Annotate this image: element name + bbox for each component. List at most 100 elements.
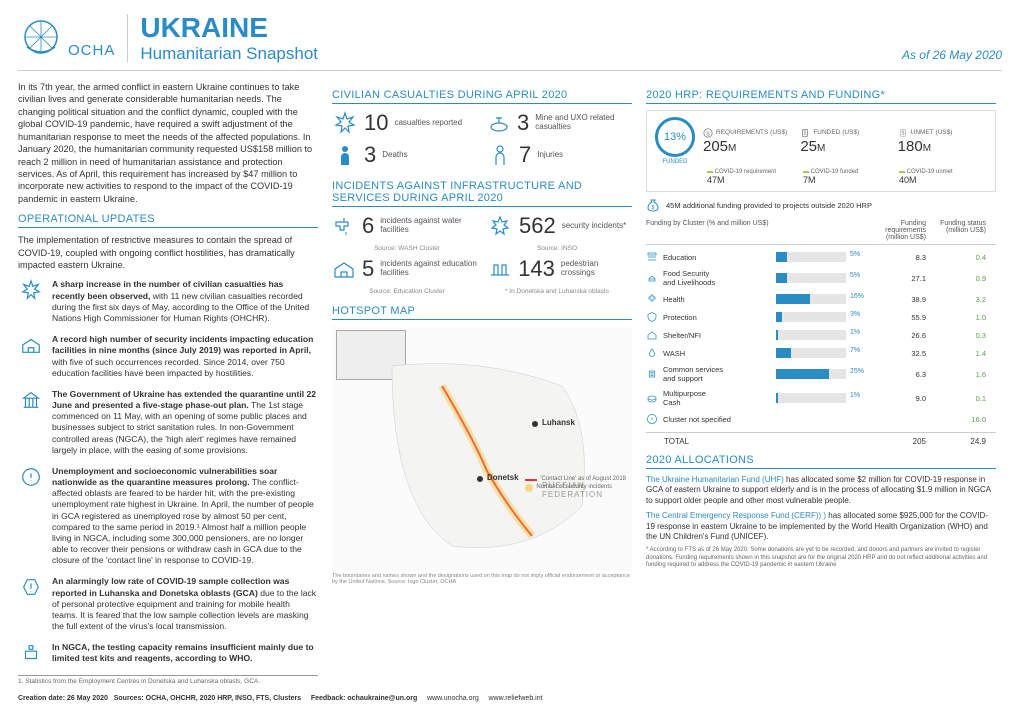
cluster-row: Cluster not specified16.0 — [646, 410, 996, 428]
cluster-status: 0.3 — [926, 331, 986, 340]
stat-label: pedestrian crossings — [561, 260, 632, 278]
cluster-row: Multipurpose Cash1%9.00.1 — [646, 386, 996, 410]
money-bag-icon: $ — [646, 198, 660, 212]
cluster-status: 1.4 — [926, 349, 986, 358]
cluster-name: Shelter/NFI — [663, 331, 701, 340]
school-icon — [332, 257, 356, 281]
bullet-icon — [18, 389, 44, 456]
svg-text:$: $ — [804, 130, 807, 136]
as-of-date: As of 26 May 2020 — [902, 48, 1002, 62]
operational-updates-heading: OPERATIONAL UPDATES — [18, 213, 318, 228]
incidents-heading: INCIDENTS AGAINST INFRASTRUCTURE AND SER… — [332, 180, 632, 207]
covid-sub-label: COVID-19 funded — [811, 169, 859, 175]
fund-requirements: $REQUIREMENTS (US$) 205M — [703, 128, 792, 155]
cluster-icon — [646, 311, 658, 323]
stat-casualties-reported: 10 casualties reported — [332, 110, 477, 136]
cluster-name: Multipurpose Cash — [663, 389, 706, 407]
intro-text: In its 7th year, the armed conflict in e… — [18, 81, 318, 205]
cluster-name: WASH — [663, 349, 685, 358]
sources: Sources: OCHA, OHCHR, 2020 HRP, INSO, FT… — [114, 695, 301, 702]
cluster-row: Protection3%55.91.0 — [646, 308, 996, 326]
svg-text:$: $ — [652, 205, 655, 211]
cluster-status: 0.1 — [926, 394, 986, 403]
bullet-item: A sharp increase in the number of civili… — [18, 279, 318, 324]
cluster-row: Food Security and Livelihoods5%27.10.9 — [646, 266, 996, 290]
bullet-text: The Government of Ukraine has extended t… — [52, 389, 318, 456]
cluster-icon — [646, 272, 658, 284]
funding-box: 13% FUNDED $REQUIREMENTS (US$) 205M $FUN… — [646, 110, 996, 192]
svg-text:$: $ — [901, 130, 904, 136]
total-status: 24.9 — [926, 437, 986, 446]
page-subtitle: Humanitarian Snapshot — [140, 44, 902, 64]
explosion-icon — [487, 214, 513, 238]
allocation-cerf: The Central Emergency Response Fund (CER… — [646, 511, 996, 542]
stat-label: incidents against education facilities — [380, 260, 477, 278]
url-reliefweb[interactable]: www.reliefweb.int — [488, 695, 542, 702]
url-unocha[interactable]: www.unocha.org — [427, 695, 479, 702]
covid-sub-value: 40M — [899, 175, 917, 185]
stat-label: security incidents* — [562, 222, 626, 231]
stat-pedestrian: 143 pedestrian crossings — [487, 256, 632, 282]
cluster-icon — [646, 251, 658, 263]
person-dead-icon — [332, 143, 358, 167]
legend-item: 'Contact Line' as of August 2018 — [540, 476, 626, 484]
bullet-item: Unemployment and socioeconomic vulnerabi… — [18, 466, 318, 567]
fund-label: REQUIREMENTS (US$) — [716, 129, 787, 136]
fund-label: UNMET (US$) — [911, 129, 953, 136]
stat-value: 3 — [517, 110, 529, 136]
stat-value: 7 — [519, 142, 531, 168]
stat-value: 10 — [364, 110, 388, 136]
bullet-item: The Government of Ukraine has extended t… — [18, 389, 318, 456]
cluster-req: 6.3 — [866, 370, 926, 379]
stat-value: 143 — [518, 256, 555, 282]
cluster-row: Health16%38.93.2 — [646, 290, 996, 308]
bullet-icon — [18, 576, 44, 632]
cluster-req: 32.5 — [866, 349, 926, 358]
bullet-item: An alarmingly low rate of COVID-19 sampl… — [18, 576, 318, 632]
bullet-text: In NGCA, the testing capacity remains in… — [52, 642, 318, 664]
cluster-name: Food Security and Livelihoods — [663, 269, 715, 287]
fund-unmet: $UNMET (US$) 180M — [898, 128, 987, 155]
source-note: Source: Education Cluster — [332, 288, 482, 295]
bullet-icon — [18, 334, 44, 379]
map-disclaimer: The boundaries and names shown and the d… — [332, 573, 632, 585]
stat-security: 562 security incidents* — [487, 213, 632, 239]
tap-icon — [332, 214, 356, 238]
bullet-icon — [18, 642, 44, 664]
stat-value: 562 — [519, 213, 556, 239]
cluster-status: 0.9 — [926, 274, 986, 283]
bullet-text: Unemployment and socioeconomic vulnerabi… — [52, 466, 318, 567]
bullet-item: A record high number of security inciden… — [18, 334, 318, 379]
source-note: * In Donetska and Luhanska oblasts — [482, 288, 632, 295]
crossing-icon — [487, 257, 512, 281]
cerf-link[interactable]: The Central Emergency Response Fund (CER… — [646, 511, 826, 520]
cluster-icon — [646, 347, 658, 359]
cluster-icon — [646, 293, 658, 305]
cluster-name: Protection — [663, 313, 697, 322]
stat-value: 6 — [362, 213, 374, 239]
cluster-status: 1.0 — [926, 313, 986, 322]
cluster-req: 38.9 — [866, 295, 926, 304]
hotspot-map: Luhansk Donetsk RUSSIAN FEDERATION 'Cont… — [332, 326, 632, 571]
hotspot-map-heading: HOTSPOT MAP — [332, 305, 632, 320]
map-legend: 'Contact Line' as of August 2018 Number … — [525, 476, 626, 492]
bullet-text: A record high number of security inciden… — [52, 334, 318, 379]
extra-funding-text: 45M additional funding provided to proje… — [666, 201, 872, 210]
feedback: Feedback: ochaukraine@un.org — [311, 695, 417, 702]
cluster-status: 16.0 — [926, 415, 986, 424]
stat-label: casualties reported — [394, 119, 462, 128]
hrp-heading: 2020 HRP: REQUIREMENTS AND FUNDING* — [646, 89, 996, 104]
divider — [127, 14, 128, 62]
bullet-text: An alarmingly low rate of COVID-19 sampl… — [52, 576, 318, 632]
stat-label: incidents against water facilities — [380, 217, 477, 235]
uhf-link[interactable]: The Ukraine Humanitarian Fund (UHF) — [646, 475, 784, 484]
footer: Creation date: 26 May 2020 Sources: OCHA… — [18, 691, 1002, 702]
allocation-uhf: The Ukraine Humanitarian Fund (UHF) has … — [646, 475, 996, 506]
extra-funding-note: $ 45M additional funding provided to pro… — [646, 198, 996, 212]
fund-funded: $FUNDED (US$) 25M — [800, 128, 889, 155]
stat-value: 5 — [362, 256, 374, 282]
city-label: Luhansk — [542, 418, 575, 427]
bullet-icon — [18, 279, 44, 324]
cluster-icon — [646, 413, 658, 425]
total-req: 205 — [866, 437, 926, 446]
